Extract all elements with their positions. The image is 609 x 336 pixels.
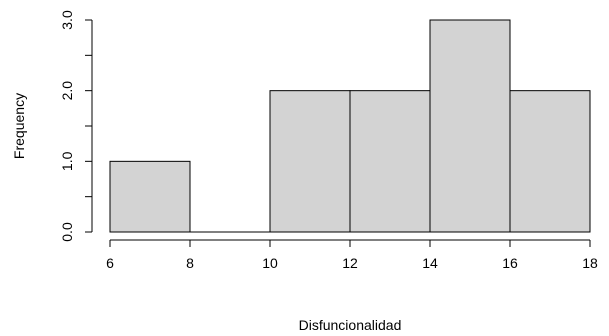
x-axis: 6 8 10 12 14 16 18	[106, 239, 598, 271]
x-tick-label: 18	[582, 255, 598, 271]
y-axis: 0.0 1.0 2.0 3.0	[59, 10, 93, 242]
x-axis-title: Disfuncionalidad	[299, 317, 402, 333]
histogram-bar-12-14	[349, 90, 431, 233]
bars-group	[109, 19, 591, 233]
y-axis-title: Frequency	[11, 93, 27, 159]
x-tick-label: 14	[422, 255, 438, 271]
x-tick-label: 10	[262, 255, 278, 271]
histogram-bar-10-12	[269, 90, 351, 233]
histogram-bar-6-8	[109, 160, 191, 233]
y-tick-label: 3.0	[59, 10, 75, 30]
x-tick-label: 8	[186, 255, 194, 271]
histogram-bar-14-16	[429, 19, 511, 233]
y-tick-label: 2.0	[59, 81, 75, 101]
x-tick-label: 12	[342, 255, 358, 271]
histogram-bar-16-18	[509, 90, 591, 233]
x-tick-label: 16	[502, 255, 518, 271]
y-tick-label: 1.0	[59, 151, 75, 171]
x-tick-label: 6	[106, 255, 114, 271]
y-tick-label: 0.0	[59, 222, 75, 242]
